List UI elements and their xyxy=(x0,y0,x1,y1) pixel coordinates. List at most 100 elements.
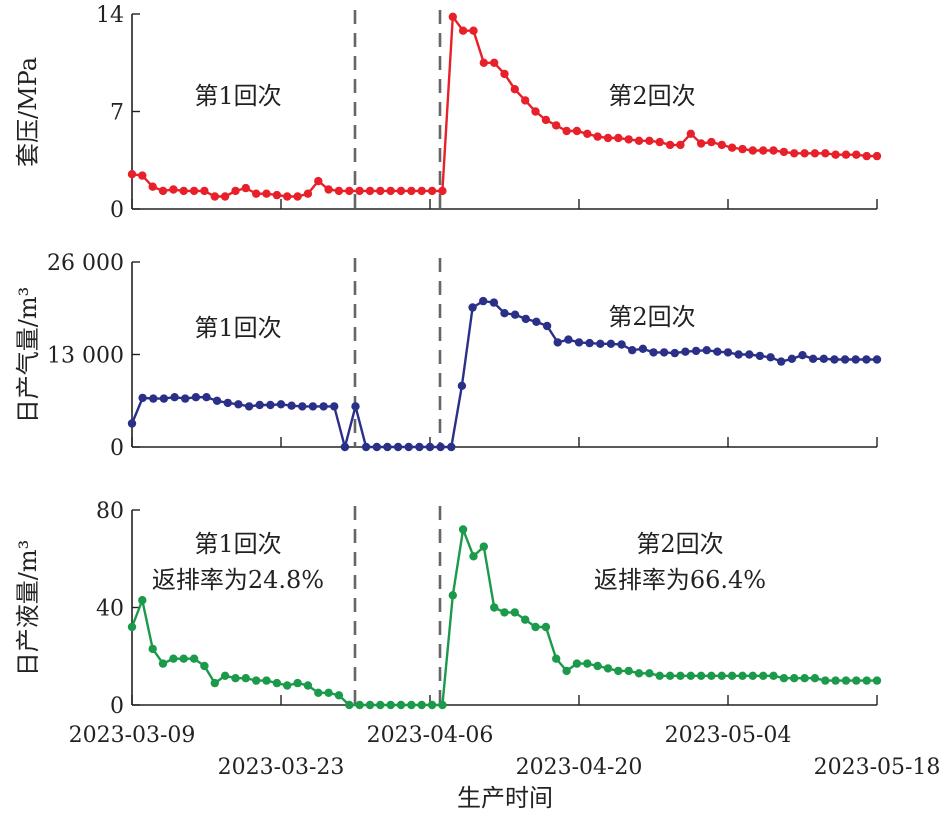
data-point xyxy=(830,355,839,364)
data-point xyxy=(585,338,594,348)
data-point xyxy=(417,186,426,196)
data-point xyxy=(614,666,623,676)
y-tick-label: 40 xyxy=(96,597,124,622)
data-point xyxy=(707,137,716,147)
data-point xyxy=(852,676,861,685)
data-point xyxy=(541,622,551,632)
data-point xyxy=(404,442,413,452)
data-point xyxy=(241,183,250,193)
annotation-text: 返排率为66.4% xyxy=(594,566,766,594)
y-tick-label: 13 000 xyxy=(47,344,124,369)
data-point xyxy=(191,393,201,402)
data-point xyxy=(468,303,477,312)
data-point xyxy=(293,192,302,201)
data-point xyxy=(841,676,851,685)
data-point xyxy=(649,348,658,357)
data-point xyxy=(800,674,809,683)
data-point xyxy=(169,185,178,194)
data-point xyxy=(872,151,882,161)
data-point xyxy=(500,608,509,617)
data-point xyxy=(345,700,354,710)
data-point xyxy=(659,348,669,357)
data-point xyxy=(769,671,778,680)
data-point xyxy=(676,671,685,680)
data-point xyxy=(138,393,147,403)
data-point xyxy=(808,354,818,363)
data-point xyxy=(624,666,633,676)
data-point xyxy=(717,140,726,150)
data-point xyxy=(189,186,199,196)
data-point xyxy=(624,135,633,144)
data-point xyxy=(490,603,499,612)
data-point xyxy=(634,669,644,678)
data-point xyxy=(438,700,447,710)
x-tick-label: 2023-04-06 xyxy=(367,723,494,748)
y-axis-label: 套压/MPa xyxy=(14,57,42,167)
data-point xyxy=(298,402,307,411)
data-point xyxy=(738,144,747,154)
data-point xyxy=(862,355,871,364)
data-point xyxy=(340,442,350,452)
data-point xyxy=(365,700,375,710)
data-point xyxy=(427,700,437,710)
data-point xyxy=(638,344,648,353)
data-point xyxy=(376,186,385,196)
data-point xyxy=(840,355,850,364)
annotation-text: 第1回次 xyxy=(194,82,281,110)
data-point xyxy=(562,666,571,676)
data-point xyxy=(479,58,488,67)
data-point xyxy=(436,442,445,452)
data-point xyxy=(532,317,541,326)
data-point xyxy=(713,347,722,356)
data-point xyxy=(510,85,519,94)
data-point xyxy=(293,678,302,688)
data-point xyxy=(407,186,416,196)
data-point xyxy=(759,671,768,680)
data-point xyxy=(738,671,747,680)
data-point xyxy=(696,139,706,148)
y-axis-label: 日产气量/m³ xyxy=(14,287,42,423)
data-point xyxy=(510,310,520,319)
data-point xyxy=(574,338,584,347)
data-point xyxy=(220,192,230,201)
data-point xyxy=(479,542,488,551)
data-point xyxy=(790,149,799,158)
annotation-text: 返排率为24.8% xyxy=(152,566,324,594)
y-tick-label: 7 xyxy=(110,101,124,126)
data-point xyxy=(655,137,664,147)
data-point xyxy=(200,186,209,196)
data-point xyxy=(779,147,789,157)
data-point xyxy=(127,170,137,179)
data-point xyxy=(266,400,275,410)
data-point xyxy=(603,133,613,143)
data-point xyxy=(212,396,222,405)
data-point xyxy=(745,350,754,359)
data-point xyxy=(552,654,561,663)
x-tick-label: 2023-04-20 xyxy=(516,755,643,780)
data-point xyxy=(376,700,385,710)
data-point xyxy=(386,700,395,710)
data-point xyxy=(303,681,313,690)
data-point xyxy=(542,321,552,331)
data-point xyxy=(314,688,323,697)
data-point xyxy=(272,678,282,688)
data-point xyxy=(458,525,468,534)
data-point xyxy=(645,669,654,678)
data-point xyxy=(244,402,254,411)
annotation-text: 第2回次 xyxy=(608,82,695,110)
data-point xyxy=(686,671,695,680)
data-point xyxy=(777,357,786,366)
data-point xyxy=(717,671,726,680)
x-axis-title: 生产时间 xyxy=(457,784,553,812)
data-point xyxy=(458,26,468,35)
data-point xyxy=(231,186,240,196)
data-point xyxy=(417,700,426,710)
data-point xyxy=(665,671,675,680)
data-point xyxy=(148,182,157,191)
data-point xyxy=(314,176,323,186)
data-point xyxy=(583,129,592,138)
data-point xyxy=(810,674,820,683)
data-point xyxy=(181,394,190,403)
data-point xyxy=(355,186,364,196)
